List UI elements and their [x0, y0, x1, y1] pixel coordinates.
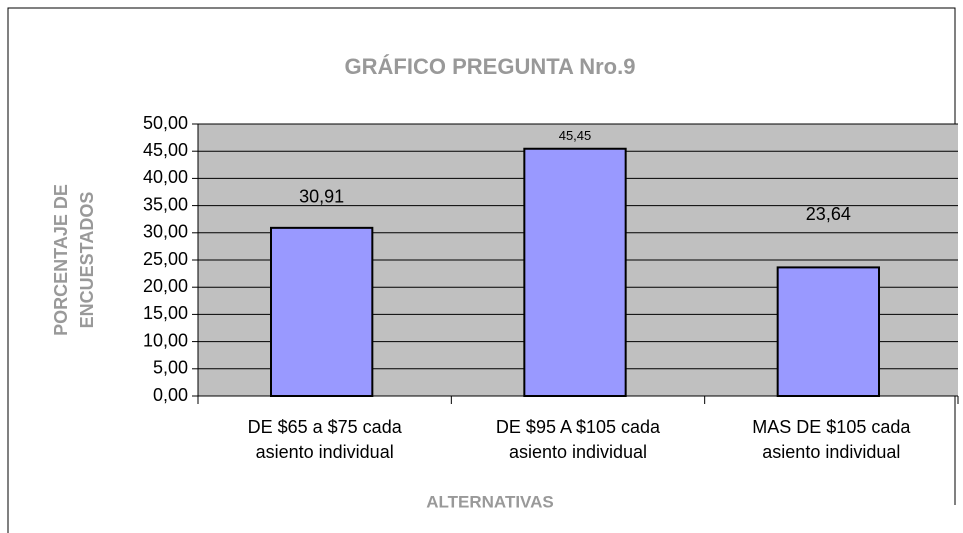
y-tick-label: 10,00	[143, 330, 188, 350]
value-label: 23,64	[806, 204, 851, 224]
x-axis-label: ALTERNATIVAS	[426, 492, 554, 511]
bar	[523, 147, 627, 397]
y-tick-label: 40,00	[143, 167, 188, 187]
bar	[270, 226, 374, 397]
y-tick-label: 50,00	[143, 113, 188, 133]
value-label: 45,45	[559, 128, 592, 143]
bar	[776, 266, 881, 397]
y-tick-label: 20,00	[143, 276, 188, 296]
y-tick-label: 45,00	[143, 140, 188, 160]
y-tick-label: 15,00	[143, 303, 188, 323]
value-label: 30,91	[299, 187, 344, 207]
y-tick-label: 25,00	[143, 249, 188, 269]
y-tick-label: 30,00	[143, 222, 188, 242]
x-tick-label: DE $95 A $105 cada asiento individual	[496, 417, 661, 462]
x-tick-label: DE $65 a $75 cada asiento individual	[248, 417, 403, 462]
y-tick-label: 5,00	[153, 358, 188, 378]
y-tick-label: 35,00	[143, 194, 188, 214]
y-axis-label: PORCENTAJE DE ENCUESTADOS	[51, 184, 97, 336]
y-tick-label: 0,00	[153, 385, 188, 405]
x-tick-label: MAS DE $105 cada asiento individual	[752, 417, 911, 462]
chart-title: GRÁFICO PREGUNTA Nro.9	[345, 54, 636, 79]
